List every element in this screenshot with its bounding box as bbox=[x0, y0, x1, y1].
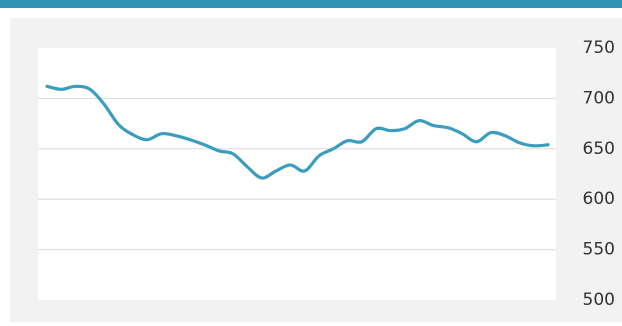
top-bar bbox=[0, 0, 622, 8]
y-tick-label: 550 bbox=[583, 240, 615, 260]
y-tick-label: 650 bbox=[583, 139, 615, 159]
y-tick-label: 600 bbox=[583, 189, 615, 209]
y-tick-label: 700 bbox=[583, 88, 615, 108]
plot-area bbox=[38, 48, 556, 300]
y-tick-label: 500 bbox=[583, 290, 615, 310]
y-tick-label: 750 bbox=[583, 38, 615, 58]
line bbox=[45, 84, 550, 180]
